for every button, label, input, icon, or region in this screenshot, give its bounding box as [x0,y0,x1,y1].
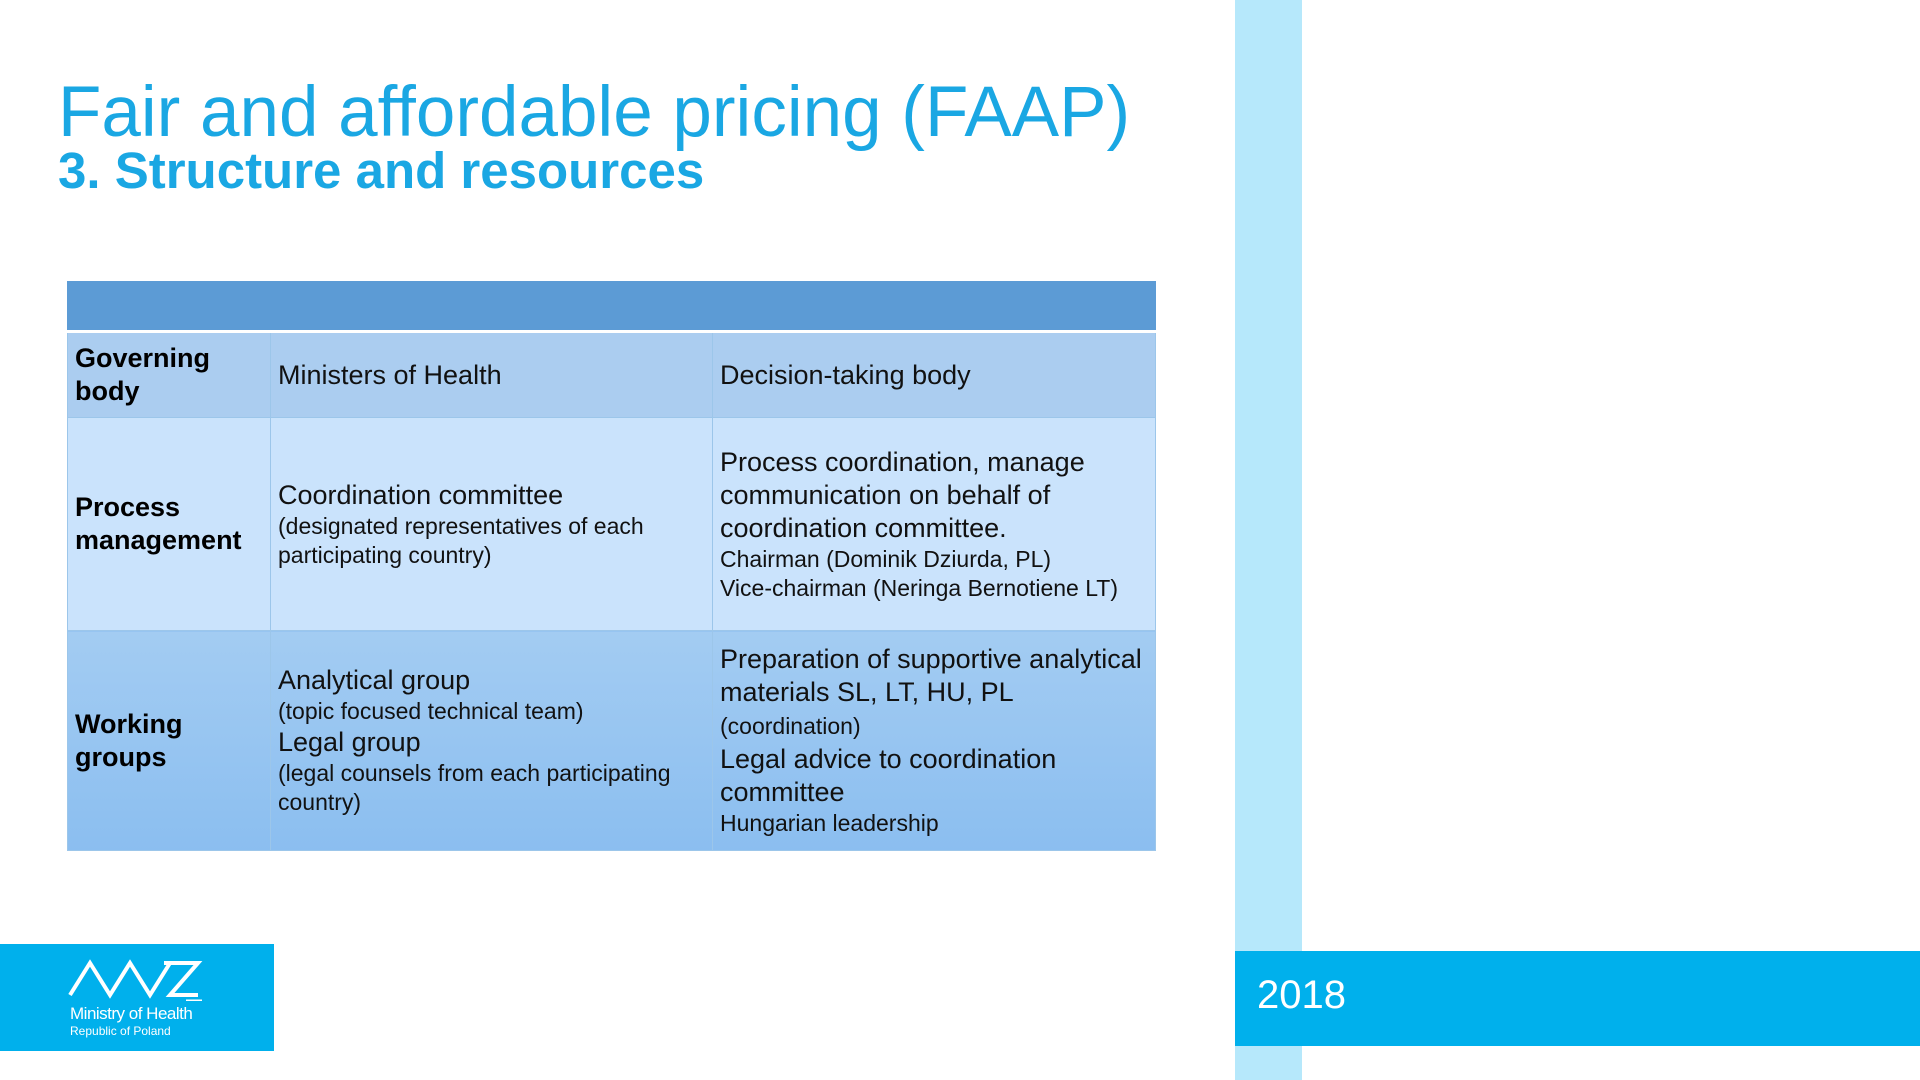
row-label: Process management [67,417,271,631]
row-label: Working groups [67,630,271,851]
table-header-cell [67,281,1156,333]
structure-table: Governing body Ministers of Health Decis… [67,281,1156,851]
slide-subtitle: 3. Structure and resources [58,142,705,199]
body-main-text: Legal group [278,727,421,757]
ministry-logo: Ministry of Health Republic of Poland [0,944,274,1051]
role-main-text: Preparation of supportive analytical mat… [720,644,1142,707]
body-main-text: Coordination committee [278,479,564,510]
role-note-text: Chairman (Dominik Dziurda, PL) [720,545,1052,572]
body-cell: Coordination committee (designated repre… [270,417,713,631]
table-header-row [67,281,1156,333]
side-decoration-stripe [1235,0,1302,1080]
row-label: Governing body [67,331,271,418]
body-cell: Analytical group (topic focused technica… [270,630,713,851]
ministry-logo-mark-icon [68,959,203,1001]
table-row: Process management Coordination committe… [67,417,1156,631]
role-note-text: Hungarian leadership [720,810,939,836]
role-cell: Preparation of supportive analytical mat… [712,630,1156,851]
role-main-text: Legal advice to coordination committee [720,744,1057,807]
role-note-text: Vice-chairman (Neringa Bernotiene LT) [720,574,1118,601]
table-row: Working groups Analytical group (topic f… [67,630,1156,851]
role-main-text: Decision-taking body [720,359,971,390]
body-note-text: (topic focused technical team) [278,698,584,724]
year-bar: 2018 [1235,951,1920,1046]
body-cell: Ministers of Health [270,331,713,418]
body-note-text: (designated representatives of each part… [278,512,644,568]
body-main-text: Ministers of Health [278,359,502,390]
role-cell: Process coordination, manage communicati… [712,417,1156,631]
body-main-text: Analytical group [278,665,471,695]
table-row: Governing body Ministers of Health Decis… [67,331,1156,418]
slide-title: Fair and affordable pricing (FAAP) [58,73,1131,152]
role-note-text: (coordination) [720,713,861,739]
logo-subname: Republic of Poland [70,1024,171,1038]
logo-name: Ministry of Health [70,1004,193,1023]
role-cell: Decision-taking body [712,331,1156,418]
year-label: 2018 [1257,973,1346,1017]
role-main-text: Process coordination, manage communicati… [720,446,1085,543]
body-note-text: (legal counsels from each participating … [278,760,671,815]
